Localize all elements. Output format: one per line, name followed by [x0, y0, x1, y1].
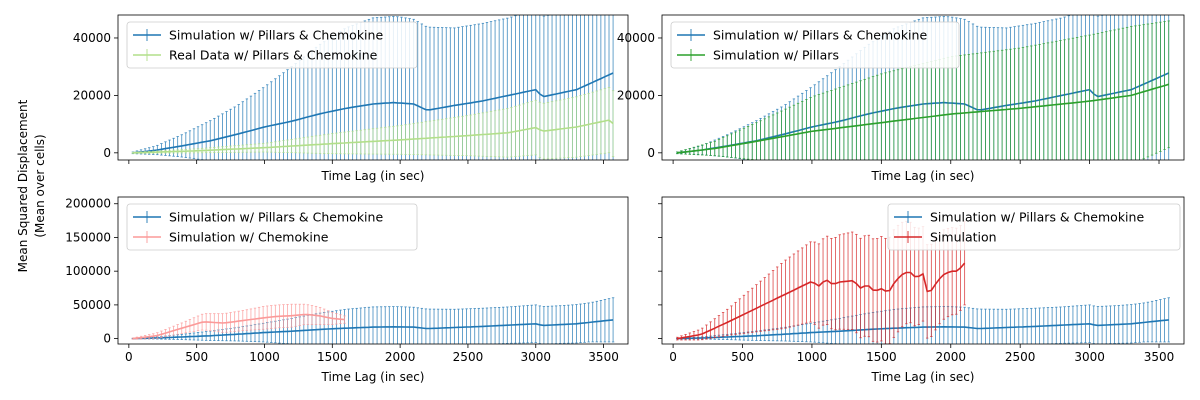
legend-label: Real Data w/ Pillars & Chemokine [169, 48, 378, 63]
legend-frame [126, 21, 418, 69]
series-line [132, 319, 614, 340]
series-line [677, 319, 1169, 340]
axes-frame [661, 196, 1185, 345]
legend: Simulation w/ Pillars & Chemokine Simulat… [670, 21, 960, 69]
series-0 [676, 297, 1170, 344]
y-tick-label: 100000 [65, 264, 111, 278]
legend-entry: Simulation w/ Pillars & Chemokine [133, 28, 383, 43]
legend-label: Simulation w/ Pillars & Chemokine [713, 28, 927, 43]
legend: Simulation w/ Pillars & Chemokine Simulat… [126, 203, 418, 251]
legend-frame [126, 203, 418, 251]
series-line [677, 262, 966, 340]
legend-entry: Simulation w/ Chemokine [133, 230, 329, 245]
shared-ylabel-line1: Mean Squared Displacement [16, 99, 30, 272]
x-axis-label: Time Lag (in sec) [870, 370, 974, 384]
x-tick-label: 3500 [588, 350, 619, 364]
x-tick-label: 3000 [520, 350, 551, 364]
axes-frame [661, 14, 1185, 161]
plot-area [131, 297, 615, 344]
series-line [132, 313, 345, 340]
y-tick-label: 200000 [65, 197, 111, 211]
axes-frame [117, 196, 629, 345]
x-axis-label: Time Lag (in sec) [870, 169, 974, 183]
x-tick-label: 2500 [1005, 350, 1036, 364]
legend-label: Simulation [930, 230, 997, 245]
series-line [132, 119, 614, 154]
chart-panel-bottom-left: 0 50000 100000 150000 200000 0 500 1000 1500 2000… [65, 196, 629, 384]
x-tick-label: 2500 [453, 350, 484, 364]
series-1 [131, 87, 615, 160]
legend-entry: Simulation w/ Pillars [677, 48, 839, 63]
x-tick-label: 0 [125, 350, 133, 364]
legend-label: Simulation w/ Pillars [713, 48, 839, 63]
y-tick-label: 0 [103, 332, 111, 346]
x-tick-label: 500 [731, 350, 754, 364]
axes-frame [117, 14, 629, 161]
legend-entry: Simulation w/ Pillars & Chemokine [894, 210, 1144, 225]
y-tick-label: 0 [647, 146, 655, 160]
x-tick-label: 3500 [1144, 350, 1175, 364]
legend-label: Simulation w/ Pillars & Chemokine [169, 210, 383, 225]
y-tick-label: 20000 [617, 88, 655, 102]
x-axis-label: Time Lag (in sec) [320, 370, 424, 384]
y-tick-label: 40000 [617, 31, 655, 45]
legend-label: Simulation w/ Pillars & Chemokine [930, 210, 1144, 225]
legend-entry: Simulation [894, 230, 997, 245]
legend: Simulation w/ Pillars & Chemokine Real Da… [126, 21, 418, 69]
y-tick-label: 0 [103, 146, 111, 160]
x-tick-label: 1000 [249, 350, 280, 364]
y-tick-label: 50000 [73, 298, 111, 312]
series-0 [131, 297, 615, 344]
x-tick-label: 1500 [317, 350, 348, 364]
x-tick-label: 1000 [797, 350, 828, 364]
x-tick-label: 0 [669, 350, 677, 364]
legend-frame [670, 21, 960, 69]
chart-panel-top-left: 0 20000 40000 Time Lag (in sec) Simulation w… [73, 14, 629, 183]
x-tick-label: 2000 [385, 350, 416, 364]
y-tick-label: 150000 [65, 230, 111, 244]
series-line [677, 83, 1169, 154]
legend-entry: Simulation w/ Pillars & Chemokine [133, 210, 383, 225]
legend-frame [887, 203, 1181, 251]
shared-ylabel-line2: (Mean over cells) [33, 134, 47, 237]
series-1 [131, 303, 346, 340]
chart-panel-top-right: 0 20000 40000 Time Lag (in sec) Simulation w… [617, 14, 1185, 183]
x-axis-label: Time Lag (in sec) [320, 169, 424, 183]
chart-panel-bottom-right: 0 500 1000 1500 2000 2500 3000 3500 Time Lag (in… [658, 196, 1185, 384]
legend-label: Simulation w/ Chemokine [169, 230, 329, 245]
x-tick-label: 2000 [935, 350, 966, 364]
legend-entry: Simulation w/ Pillars & Chemokine [677, 28, 927, 43]
series-1 [676, 20, 1170, 160]
legend-label: Simulation w/ Pillars & Chemokine [169, 28, 383, 43]
x-tick-label: 3000 [1074, 350, 1105, 364]
legend: Simulation w/ Pillars & Chemokine Simulat… [887, 203, 1181, 251]
legend-entry: Real Data w/ Pillars & Chemokine [133, 48, 378, 63]
y-tick-label: 20000 [73, 88, 111, 102]
y-tick-label: 40000 [73, 31, 111, 45]
x-tick-label: 500 [185, 350, 208, 364]
error-bars [131, 297, 615, 344]
x-tick-label: 1500 [866, 350, 897, 364]
series-line [132, 72, 614, 154]
